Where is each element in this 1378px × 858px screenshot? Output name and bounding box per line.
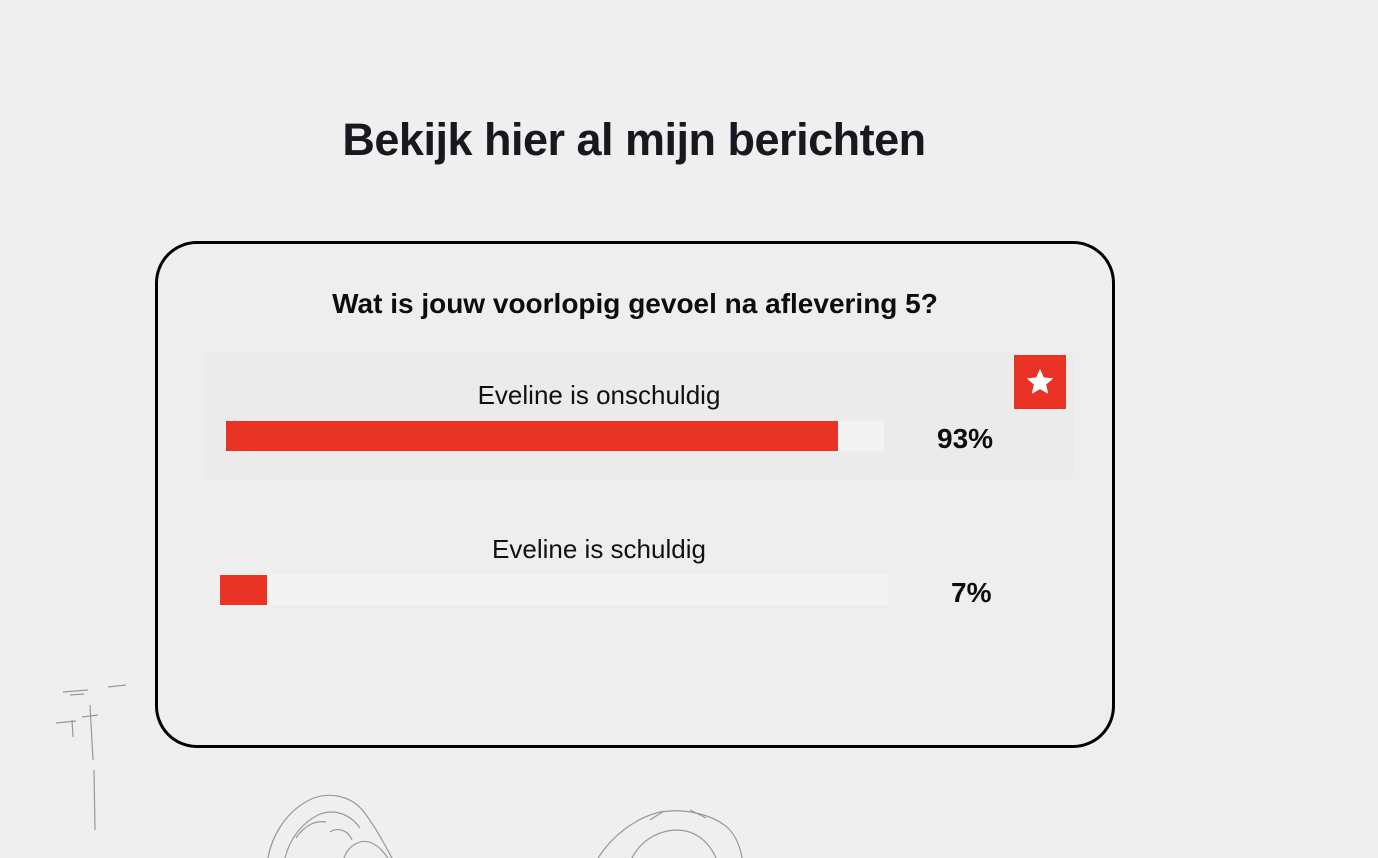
page-title: Bekijk hier al mijn berichten [342, 114, 926, 165]
poll-option-percent: 7% [951, 577, 992, 608]
poll-card: Wat is jouw voorlopig gevoel na afleveri… [155, 241, 1115, 748]
poll-option-label: Eveline is onschuldig [477, 380, 721, 410]
poll-option-1[interactable]: Eveline is onschuldig 93% [206, 355, 1072, 477]
poll-option-2[interactable]: Eveline is schuldig 7% [206, 509, 1072, 631]
selected-star-badge [1014, 355, 1066, 409]
poll-result-bar-track [226, 421, 884, 451]
poll-question: Wat is jouw voorlopig gevoel na afleveri… [332, 288, 938, 319]
poll-option-label: Eveline is schuldig [492, 534, 706, 564]
poll-result-bar-fill [226, 421, 838, 451]
star-icon [1026, 368, 1054, 394]
poll-result-bar-track [220, 575, 888, 605]
poll-result-bar-fill [220, 575, 267, 605]
poll-option-percent: 93% [937, 423, 994, 454]
